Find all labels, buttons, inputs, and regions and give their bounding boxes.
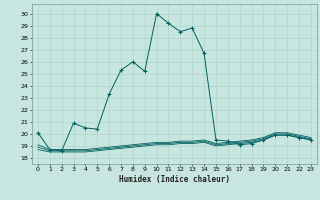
X-axis label: Humidex (Indice chaleur): Humidex (Indice chaleur) [119, 175, 230, 184]
